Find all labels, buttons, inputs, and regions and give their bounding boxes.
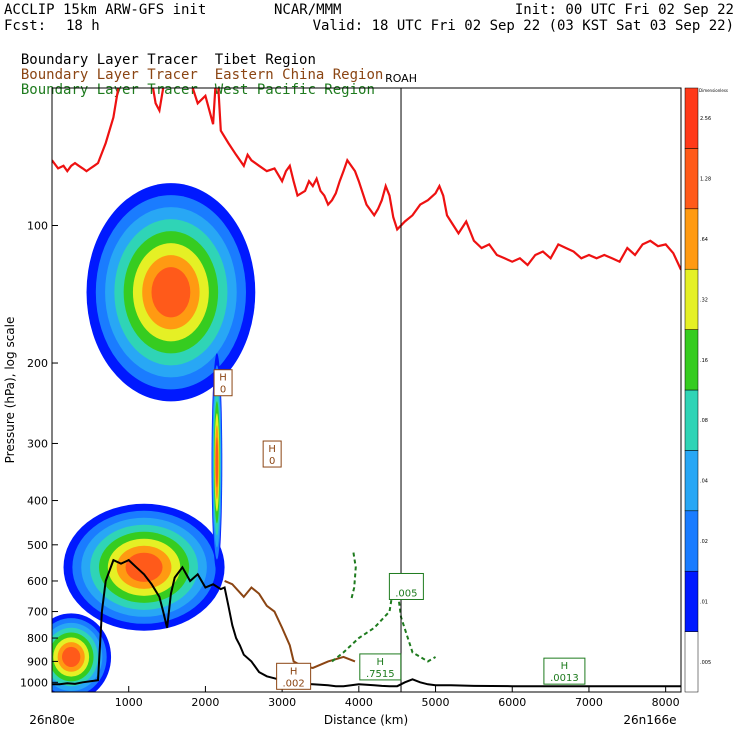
hi-label-value-2: .002 bbox=[282, 678, 304, 689]
upper-plume-level-8 bbox=[151, 267, 191, 318]
y-tick-label-900: 900 bbox=[27, 655, 48, 668]
y-tick-label-700: 700 bbox=[27, 606, 48, 619]
legend-west-pacific-region: West Pacific Region bbox=[214, 82, 375, 98]
x-axis-label: Distance (km) bbox=[324, 713, 408, 727]
colorbar-swatch-7 bbox=[684, 208, 699, 270]
colorbar-swatch-6 bbox=[684, 268, 699, 330]
hi-label-h-1: H bbox=[268, 444, 276, 455]
x-tick-label-2000: 2000 bbox=[191, 696, 219, 709]
tracer-concentration-shading bbox=[52, 183, 256, 692]
eastern-china-contour bbox=[224, 580, 356, 669]
hi-label-box-2 bbox=[276, 662, 312, 690]
y-tick-label-200: 200 bbox=[27, 357, 48, 370]
colorbar: .005 .01 .02 .04 .08 .16 .32 .64 1.28 2.56 Dimensi… bbox=[684, 87, 728, 693]
forecast-label: Fcst: bbox=[4, 18, 47, 34]
colorbar-label-7: .64 bbox=[700, 237, 708, 243]
legend-west-pacific: Boundary Layer Tracer West Pacific Regio… bbox=[4, 66, 375, 98]
forecast-hour: 18 h bbox=[66, 18, 100, 34]
hi-label-box-5 bbox=[543, 657, 586, 685]
hi-label-h-5: H bbox=[561, 661, 569, 672]
x-tick-label-6000: 6000 bbox=[498, 696, 526, 709]
roah-label: ROAH bbox=[385, 72, 417, 85]
hi-label-box-1 bbox=[262, 440, 282, 468]
colorbar-swatch-1 bbox=[684, 570, 699, 632]
hi-label-value-4: .7515 bbox=[366, 669, 395, 680]
x-tick-label-4000: 4000 bbox=[345, 696, 373, 709]
legend-eastern-china-region: Eastern China Region bbox=[214, 67, 384, 83]
hi-label-box-0 bbox=[213, 369, 233, 397]
y-axis-label: Pressure (hPa), log scale bbox=[3, 317, 17, 464]
center-name: NCAR/MMM bbox=[274, 2, 342, 18]
hi-label-h-4: H bbox=[377, 657, 385, 668]
lower-plume-west-level-8 bbox=[125, 552, 163, 582]
hi-label-h-0: H bbox=[219, 373, 227, 384]
colorbar-label-5: .16 bbox=[700, 358, 708, 364]
x-tick-label-3000: 3000 bbox=[268, 696, 296, 709]
x-tick-label-1000: 1000 bbox=[115, 696, 143, 709]
tropopause-line bbox=[52, 88, 681, 271]
hi-label-box-4 bbox=[359, 653, 402, 681]
x-tick-label-5000: 5000 bbox=[422, 696, 450, 709]
hi-label-h-2: H bbox=[290, 666, 298, 677]
colorbar-swatch-4 bbox=[684, 389, 699, 451]
init-time: Init: 00 UTC Fri 02 Sep 22 bbox=[514, 2, 734, 18]
colorbar-label-6: .32 bbox=[700, 297, 708, 303]
hi-label-box-3 bbox=[388, 572, 424, 600]
colorbar-label-3: .04 bbox=[700, 479, 708, 485]
colorbar-label-4: .08 bbox=[700, 418, 708, 424]
hi-label-value-3: .005 bbox=[395, 588, 417, 599]
x-tick-label-8000: 8000 bbox=[652, 696, 680, 709]
hi-label-value-0: 0 bbox=[220, 385, 226, 396]
colorbar-swatch-3 bbox=[684, 450, 699, 512]
plot-frame bbox=[51, 87, 682, 693]
x-tick-label-7000: 7000 bbox=[575, 696, 603, 709]
y-tick-label-500: 500 bbox=[27, 539, 48, 552]
hi-label-value-1: 0 bbox=[269, 456, 275, 467]
legend-eastern-china-label: Boundary Layer Tracer bbox=[20, 67, 198, 83]
colorbar-label-8: 1.28 bbox=[700, 177, 711, 183]
west-pacific-contour-upper bbox=[350, 552, 357, 601]
model-title: ACCLIP 15km ARW-GFS init bbox=[4, 2, 207, 18]
y-tick-label-300: 300 bbox=[27, 437, 48, 450]
axes: 1000 2000 3000 4000 5000 6000 7000 800010020030… bbox=[20, 220, 680, 709]
colorbar-label-0: .005 bbox=[700, 660, 711, 666]
y-tick-label-800: 800 bbox=[27, 632, 48, 645]
tracer-contours bbox=[224, 552, 437, 669]
colorbar-swatch-0 bbox=[684, 631, 699, 693]
colorbar-label-2: .02 bbox=[700, 539, 708, 545]
legend-eastern-china: Boundary Layer Tracer Eastern China Regi… bbox=[4, 51, 383, 83]
terrain-profile bbox=[52, 558, 681, 688]
colorbar-label-1: .01 bbox=[700, 599, 708, 605]
x-start-location: 26n80e bbox=[29, 713, 75, 727]
x-end-location: 26n166e bbox=[623, 713, 676, 727]
vertical-column-level-8 bbox=[215, 437, 219, 488]
legend-tibet-label: Boundary Layer Tracer bbox=[20, 52, 198, 68]
colorbar-swatch-5 bbox=[684, 329, 699, 391]
boundary-layer-west-level-8 bbox=[62, 646, 81, 667]
y-tick-label-100: 100 bbox=[27, 220, 48, 233]
y-tick-label-600: 600 bbox=[27, 575, 48, 588]
valid-time: Valid: 18 UTC Fri 02 Sep 22 (03 KST Sat … bbox=[312, 18, 734, 34]
terrain-line bbox=[52, 558, 681, 688]
legend-tibet-region: Tibet Region bbox=[214, 52, 316, 68]
y-tick-label-1000: 1000 bbox=[20, 676, 48, 689]
y-tick-label-400: 400 bbox=[27, 495, 48, 508]
hi-label-value-5: .0013 bbox=[550, 673, 579, 684]
colorbar-label-9: 2.56 bbox=[700, 116, 711, 122]
legend-tibet: Boundary Layer Tracer Tibet Region bbox=[4, 36, 316, 68]
colorbar-swatch-9 bbox=[684, 87, 699, 149]
colorbar-swatch-8 bbox=[684, 148, 699, 210]
colorbar-swatch-2 bbox=[684, 510, 699, 572]
tropopause-curve bbox=[52, 88, 681, 271]
colorbar-title: Dimensionless bbox=[699, 88, 728, 93]
